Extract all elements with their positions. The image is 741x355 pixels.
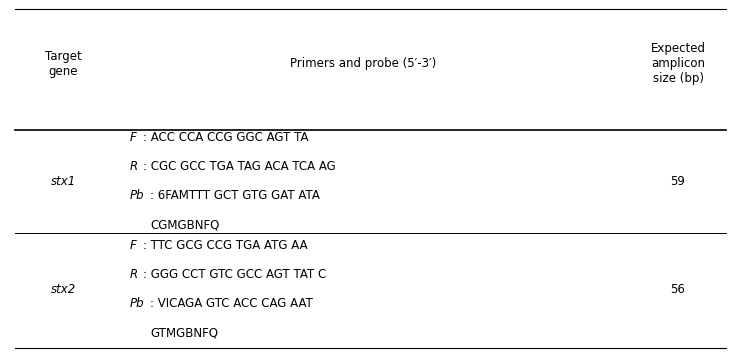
Text: : 6FAMTTT GCT GTG GAT ATA: : 6FAMTTT GCT GTG GAT ATA: [150, 189, 320, 202]
Text: 59: 59: [671, 175, 685, 187]
Text: Pb: Pb: [130, 189, 144, 202]
Text: R: R: [130, 268, 138, 281]
Text: CGMGBNFQ: CGMGBNFQ: [150, 218, 220, 231]
Text: R: R: [130, 160, 138, 173]
Text: GTMGBNFQ: GTMGBNFQ: [150, 327, 219, 339]
Text: F: F: [130, 131, 136, 144]
Text: : CGC GCC TGA TAG ACA TCA AG: : CGC GCC TGA TAG ACA TCA AG: [143, 160, 336, 173]
Text: : GGG CCT GTC GCC AGT TAT C: : GGG CCT GTC GCC AGT TAT C: [143, 268, 326, 281]
Text: Primers and probe (5′-3′): Primers and probe (5′-3′): [290, 58, 436, 70]
Text: : TTC GCG CCG TGA ATG AA: : TTC GCG CCG TGA ATG AA: [143, 239, 308, 252]
Text: Pb: Pb: [130, 297, 144, 310]
Text: F: F: [130, 239, 136, 252]
Text: stx1: stx1: [50, 175, 76, 187]
Text: : ACC CCA CCG GGC AGT TA: : ACC CCA CCG GGC AGT TA: [143, 131, 308, 144]
Text: stx2: stx2: [50, 283, 76, 296]
Text: 56: 56: [671, 283, 685, 296]
Text: Expected
amplicon
size (bp): Expected amplicon size (bp): [651, 42, 705, 86]
Text: : VICAGA GTC ACC CAG AAT: : VICAGA GTC ACC CAG AAT: [150, 297, 313, 310]
Text: Target
gene: Target gene: [44, 50, 82, 78]
